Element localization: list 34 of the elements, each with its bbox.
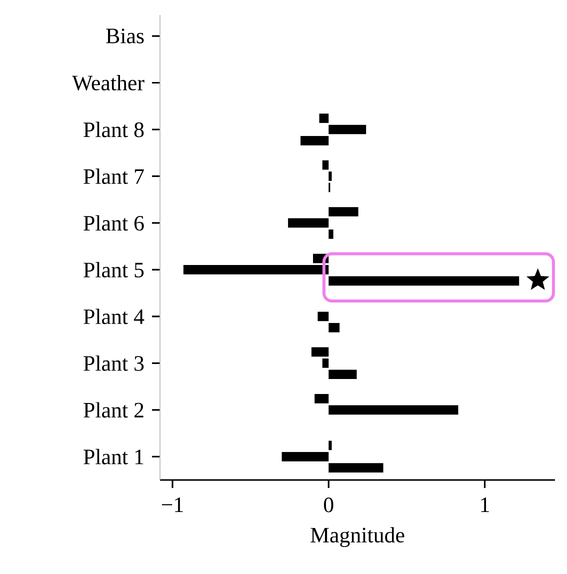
bar (319, 114, 329, 123)
y-tick-label: Weather (72, 74, 144, 91)
bar (322, 160, 329, 170)
bar (328, 370, 357, 380)
bar (328, 124, 366, 134)
y-tick-label: Plant 1 (84, 448, 144, 464)
y-tick-label: Plant 7 (84, 168, 144, 184)
bar (328, 172, 332, 181)
bar (328, 322, 340, 332)
x-tick-label: 1 (481, 498, 489, 512)
bar (328, 463, 384, 473)
bar (300, 136, 329, 146)
bar (318, 312, 329, 322)
x-axis-title: Magnitude (310, 527, 404, 548)
bar (282, 452, 329, 462)
bar (183, 265, 329, 274)
bar (328, 207, 358, 216)
y-tick-label: Plant 6 (84, 215, 144, 231)
bar (311, 347, 329, 357)
x-tick-label: −1 (162, 498, 183, 512)
bar (328, 440, 332, 450)
y-tick-label: Plant 8 (84, 122, 144, 138)
bar (328, 276, 520, 286)
y-tick-label: Plant 5 (84, 262, 144, 278)
bar (314, 394, 329, 404)
bar (328, 405, 458, 415)
y-tick-label: Plant 4 (84, 308, 144, 324)
bar (328, 230, 334, 239)
bar (322, 358, 329, 368)
y-tick-label: Plant 3 (84, 355, 144, 371)
y-tick-label: Bias (106, 28, 144, 44)
y-tick-label: Plant 2 (84, 402, 144, 418)
x-tick-label: 0 (324, 498, 334, 512)
bar (288, 218, 329, 228)
